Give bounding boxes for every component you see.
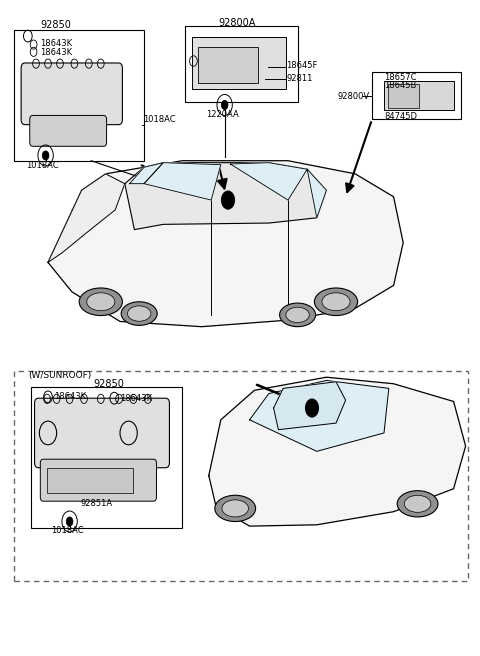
Circle shape [221, 100, 228, 110]
Circle shape [305, 399, 319, 417]
Polygon shape [209, 377, 466, 526]
Bar [384, 81, 454, 110]
Text: 18643K: 18643K [40, 39, 72, 49]
Polygon shape [274, 382, 346, 430]
Text: 18645F: 18645F [287, 61, 318, 70]
Text: 92851A: 92851A [81, 499, 113, 508]
Text: 18657C: 18657C [384, 73, 417, 82]
Bar [192, 37, 286, 89]
Text: 84745D: 84745D [384, 112, 417, 121]
Bar [198, 47, 258, 83]
Text: (W/SUNROOF): (W/SUNROOF) [28, 371, 91, 380]
FancyBboxPatch shape [30, 115, 107, 146]
Polygon shape [230, 163, 307, 200]
Ellipse shape [128, 306, 151, 321]
Bar [372, 72, 461, 119]
Text: 92800A: 92800A [218, 18, 256, 28]
Bar [185, 26, 298, 102]
Ellipse shape [322, 293, 350, 311]
Text: 18645B: 18645B [384, 81, 416, 91]
Bar [14, 371, 468, 581]
Ellipse shape [215, 495, 255, 522]
Bar [31, 387, 182, 528]
Circle shape [221, 191, 235, 209]
Polygon shape [130, 163, 163, 184]
Polygon shape [250, 380, 389, 451]
Circle shape [66, 517, 73, 526]
Ellipse shape [314, 288, 358, 316]
Text: 1018AC: 1018AC [26, 161, 59, 170]
Text: 92811: 92811 [287, 74, 313, 83]
Bar [14, 30, 144, 161]
Ellipse shape [87, 293, 115, 311]
Polygon shape [125, 163, 326, 230]
Ellipse shape [222, 500, 249, 517]
Text: 1018AC: 1018AC [143, 115, 176, 124]
Polygon shape [144, 163, 221, 200]
Ellipse shape [279, 303, 316, 327]
Text: 92850: 92850 [94, 379, 124, 389]
Ellipse shape [404, 495, 431, 512]
Text: 18643K: 18643K [40, 48, 72, 57]
Bar [47, 468, 133, 493]
Text: 92800V: 92800V [337, 92, 370, 101]
Bar [388, 84, 419, 108]
Ellipse shape [79, 288, 122, 316]
Text: 1018AC: 1018AC [51, 526, 84, 535]
Polygon shape [307, 169, 326, 218]
Circle shape [42, 151, 49, 160]
FancyBboxPatch shape [40, 459, 156, 501]
FancyBboxPatch shape [35, 398, 169, 468]
Polygon shape [48, 174, 125, 262]
Text: 18643K: 18643K [120, 394, 152, 403]
Polygon shape [48, 161, 403, 327]
Text: 18643K: 18643K [54, 392, 86, 401]
Ellipse shape [397, 491, 438, 517]
Text: 92850: 92850 [41, 20, 72, 30]
Ellipse shape [121, 302, 157, 325]
Text: 1220AA: 1220AA [206, 110, 239, 119]
Ellipse shape [286, 307, 309, 323]
FancyBboxPatch shape [21, 63, 122, 125]
